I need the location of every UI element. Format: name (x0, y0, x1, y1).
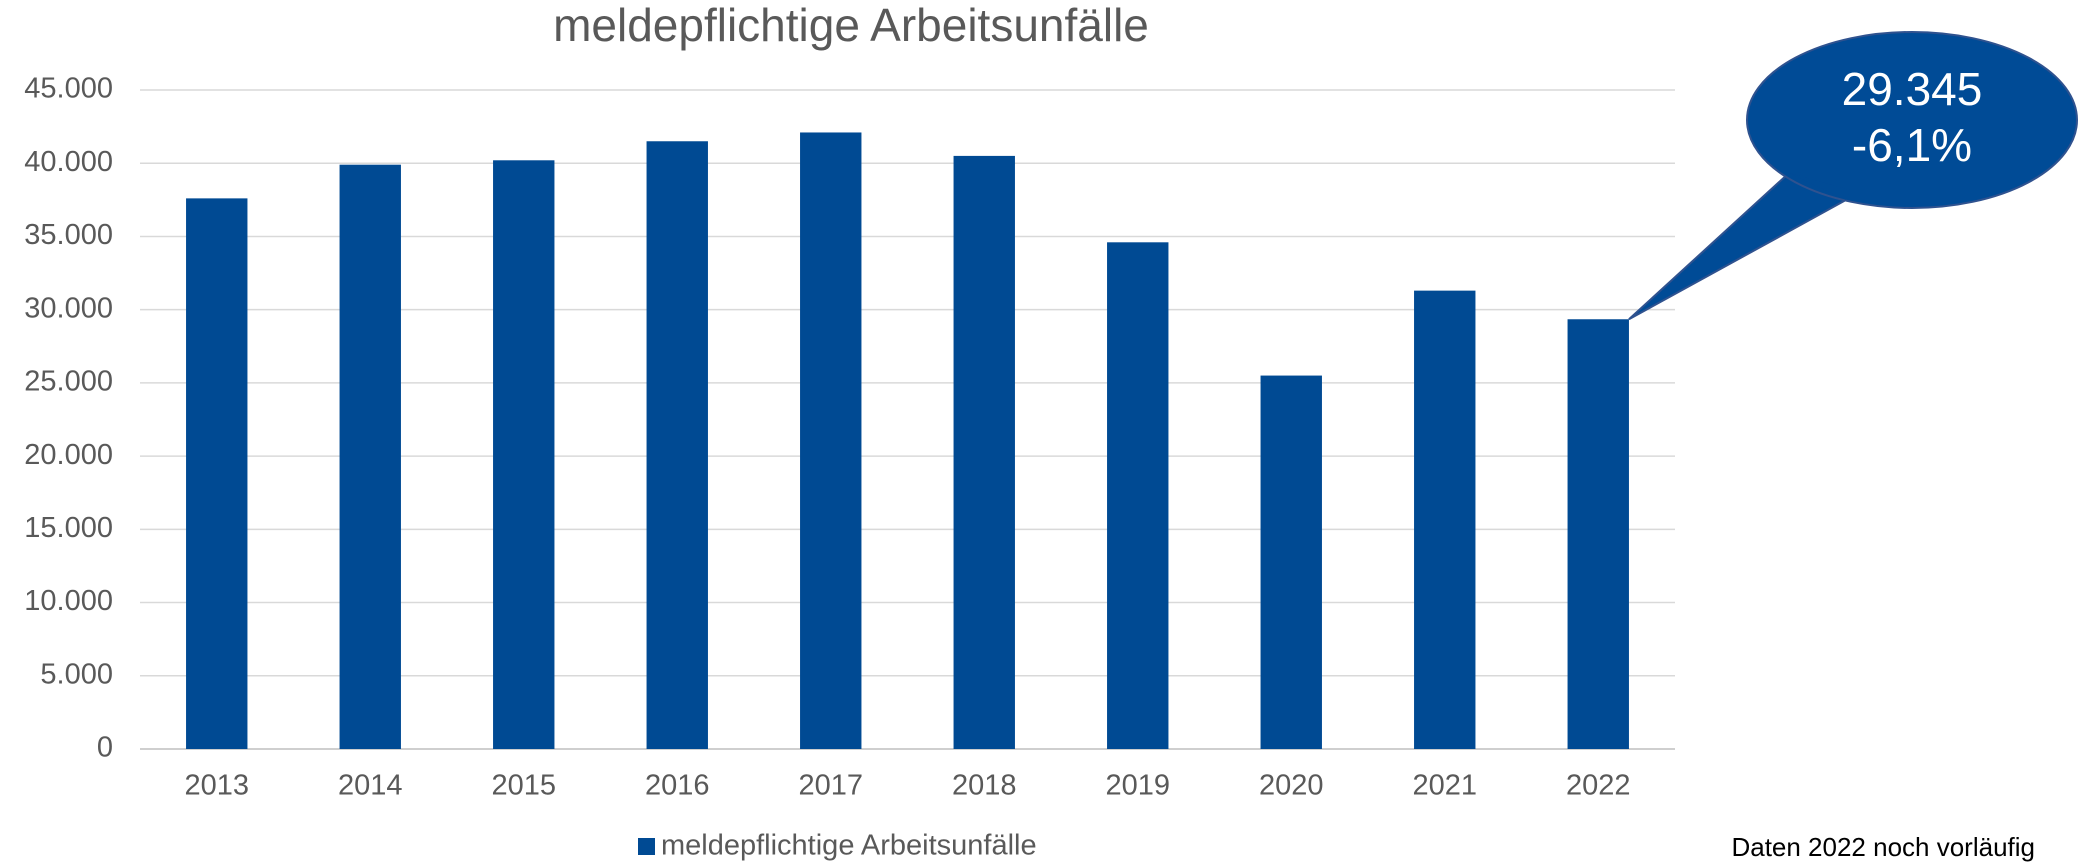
y-tick-label: 45.000 (24, 73, 113, 105)
y-tick-label: 20.000 (24, 439, 113, 471)
y-tick-label: 15.000 (24, 512, 113, 544)
callout-join (1789, 173, 1850, 200)
bar (953, 155, 1015, 749)
y-tick-label: 30.000 (24, 292, 113, 324)
x-tick-label: 2013 (184, 770, 249, 802)
x-tick-label: 2020 (1259, 770, 1324, 802)
callout-pointer (1628, 171, 1849, 321)
x-tick-label: 2017 (798, 770, 863, 802)
bar (646, 141, 708, 749)
y-tick-label: 0 (97, 732, 113, 764)
chart-title: meldepflichtige Arbeitsunfälle (553, 0, 1149, 51)
y-tick-label: 40.000 (24, 146, 113, 178)
x-tick-label: 2014 (338, 770, 403, 802)
x-tick-label: 2015 (491, 770, 556, 802)
y-tick-label: 5.000 (40, 658, 113, 690)
value-label: 29.345 (1842, 63, 1983, 115)
x-tick-label: 2022 (1566, 770, 1631, 802)
legend-swatch (638, 838, 655, 855)
callout (1746, 31, 2078, 209)
y-tick-label: 10.000 (24, 585, 113, 617)
bar (1260, 375, 1322, 749)
bar (339, 164, 401, 750)
y-tick-label: 35.000 (24, 219, 113, 251)
bar (800, 132, 862, 750)
bar (186, 198, 248, 749)
bar (1567, 319, 1629, 749)
bar (1107, 242, 1169, 749)
legend-label: meldepflichtige Arbeitsunfälle (661, 830, 1037, 862)
x-tick-label: 2016 (645, 770, 710, 802)
x-tick-label: 2019 (1105, 770, 1170, 802)
x-tick-label: 2021 (1412, 770, 1477, 802)
y-tick-label: 25.000 (24, 366, 113, 398)
bar (493, 160, 555, 749)
x-tick-label: 2018 (952, 770, 1017, 802)
bar (1414, 290, 1476, 749)
annotation: -6,1% (1852, 119, 1972, 171)
footnote: Daten 2022 noch vorläufig (1731, 832, 2035, 862)
